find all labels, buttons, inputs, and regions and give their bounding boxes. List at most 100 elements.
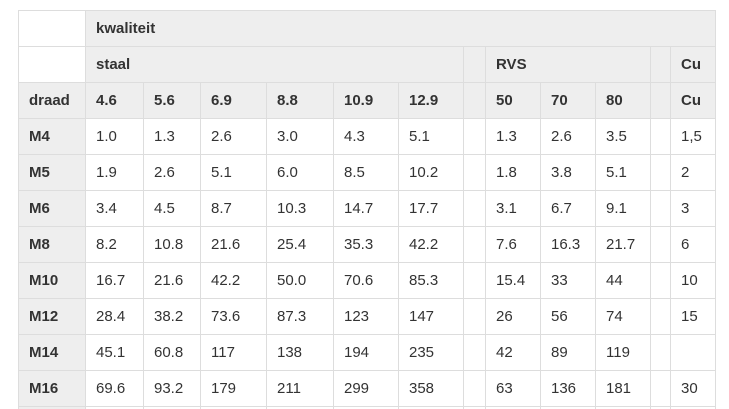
data-cell: 179 bbox=[200, 370, 267, 407]
data-cell: 119 bbox=[595, 334, 651, 371]
column-header-cell: 70 bbox=[540, 82, 596, 119]
table-header: kwaliteit staal RVS Cu draad 4.6 5.6 6.9… bbox=[18, 10, 717, 119]
data-cell: 7.6 bbox=[485, 226, 541, 263]
data-cell: 1.0 bbox=[85, 118, 144, 155]
spacer-cell bbox=[463, 370, 486, 407]
data-cell: 138 bbox=[266, 334, 334, 371]
spacer-cell bbox=[463, 118, 486, 155]
data-cell: 123 bbox=[333, 298, 399, 335]
data-cell: 147 bbox=[398, 298, 464, 335]
data-cell: 3.1 bbox=[485, 190, 541, 227]
data-cell: 181 bbox=[595, 370, 651, 407]
data-cell: 56 bbox=[540, 298, 596, 335]
row-header-title-cell: draad bbox=[18, 82, 86, 119]
data-cell: 45.1 bbox=[85, 334, 144, 371]
data-cell: 35.3 bbox=[333, 226, 399, 263]
data-cell: 16.3 bbox=[540, 226, 596, 263]
data-cell: 21.6 bbox=[143, 262, 201, 299]
row-header-cell: M16 bbox=[18, 370, 86, 407]
data-cell: 63 bbox=[485, 370, 541, 407]
spacer-cell bbox=[463, 226, 486, 263]
data-cell: 4.5 bbox=[143, 190, 201, 227]
data-cell: 10.3 bbox=[266, 190, 334, 227]
data-cell: 8.2 bbox=[85, 226, 144, 263]
row-header-cell: M6 bbox=[18, 190, 86, 227]
spacer-header-cell bbox=[463, 82, 486, 119]
data-cell: 42 bbox=[485, 334, 541, 371]
row-header-cell: M14 bbox=[18, 334, 86, 371]
data-cell: 10.2 bbox=[398, 154, 464, 191]
header-row-groups: staal RVS Cu bbox=[18, 46, 717, 83]
group-header-cu: Cu bbox=[669, 46, 717, 83]
data-cell: 10.8 bbox=[143, 226, 201, 263]
column-header-cell: 12.9 bbox=[398, 82, 464, 119]
spacer-cell bbox=[463, 262, 486, 299]
spacer-cell bbox=[650, 190, 671, 227]
spacer-cell bbox=[650, 154, 671, 191]
data-cell: 8.5 bbox=[333, 154, 399, 191]
data-cell: 6.0 bbox=[266, 154, 334, 191]
data-cell: 1,5 bbox=[669, 118, 717, 155]
data-cell: 21.6 bbox=[200, 226, 267, 263]
spacer-cell bbox=[463, 334, 486, 371]
data-cell: 60.8 bbox=[143, 334, 201, 371]
column-header-cell: Cu bbox=[669, 82, 717, 119]
spacer-cell bbox=[650, 118, 671, 155]
table-row bbox=[18, 406, 717, 409]
row-header-cell: M8 bbox=[18, 226, 86, 263]
data-cell: 6 bbox=[669, 226, 717, 263]
data-cell: 38.2 bbox=[143, 298, 201, 335]
column-header-cell: 10.9 bbox=[333, 82, 399, 119]
spacer-cell bbox=[650, 298, 671, 335]
data-cell: 73.6 bbox=[200, 298, 267, 335]
column-header-cell: 80 bbox=[595, 82, 651, 119]
data-cell: 44 bbox=[595, 262, 651, 299]
table-row: M4 1.0 1.3 2.6 3.0 4.3 5.1 1.3 2.6 3.5 1,5 bbox=[18, 118, 717, 155]
header-row-columns: draad 4.6 5.6 6.9 8.8 10.9 12.9 50 70 80… bbox=[18, 82, 717, 119]
data-cell: 89 bbox=[540, 334, 596, 371]
data-cell: 3.5 bbox=[595, 118, 651, 155]
table-row: M16 69.6 93.2 179 211 299 358 63 136 181 30 bbox=[18, 370, 717, 407]
data-cell: 26 bbox=[485, 298, 541, 335]
data-cell: 6.7 bbox=[540, 190, 596, 227]
table-row: M12 28.4 38.2 73.6 87.3 123 147 26 56 74 15 bbox=[18, 298, 717, 335]
spacer-cell bbox=[650, 226, 671, 263]
data-cell: 69.6 bbox=[85, 370, 144, 407]
spacer-header-cell bbox=[650, 82, 671, 119]
spacer-cell bbox=[463, 298, 486, 335]
data-cell: 1.3 bbox=[485, 118, 541, 155]
data-cell: 5.1 bbox=[200, 154, 267, 191]
data-cell: 4.3 bbox=[333, 118, 399, 155]
data-cell: 70.6 bbox=[333, 262, 399, 299]
data-cell: 3 bbox=[669, 190, 717, 227]
data-cell: 2 bbox=[669, 154, 717, 191]
data-cell: 8.7 bbox=[200, 190, 267, 227]
spacer-header-cell bbox=[650, 46, 671, 83]
data-cell: 5.1 bbox=[398, 118, 464, 155]
row-header-cell: M12 bbox=[18, 298, 86, 335]
column-header-cell: 8.8 bbox=[266, 82, 334, 119]
data-cell: 16.7 bbox=[85, 262, 144, 299]
data-cell: 194 bbox=[333, 334, 399, 371]
data-cell: 85.3 bbox=[398, 262, 464, 299]
column-header-cell: 5.6 bbox=[143, 82, 201, 119]
data-cell: 235 bbox=[398, 334, 464, 371]
data-cell: 1.9 bbox=[85, 154, 144, 191]
data-cell: 21.7 bbox=[595, 226, 651, 263]
data-cell: 15 bbox=[669, 298, 717, 335]
table-title-cell: kwaliteit bbox=[84, 10, 717, 47]
spacer-cell bbox=[650, 262, 671, 299]
data-cell: 50.0 bbox=[266, 262, 334, 299]
data-cell: 10 bbox=[669, 262, 717, 299]
table-row: M10 16.7 21.6 42.2 50.0 70.6 85.3 15.4 33 44 10 bbox=[18, 262, 717, 299]
data-cell: 30 bbox=[669, 370, 717, 407]
data-cell: 42.2 bbox=[200, 262, 267, 299]
data-cell: 42.2 bbox=[398, 226, 464, 263]
data-cell bbox=[669, 406, 717, 409]
corner-cell bbox=[18, 46, 86, 83]
data-cell: 5.1 bbox=[595, 154, 651, 191]
spacer-cell bbox=[463, 190, 486, 227]
data-cell: 3.8 bbox=[540, 154, 596, 191]
column-header-cell: 6.9 bbox=[200, 82, 267, 119]
spacer-cell bbox=[650, 334, 671, 371]
